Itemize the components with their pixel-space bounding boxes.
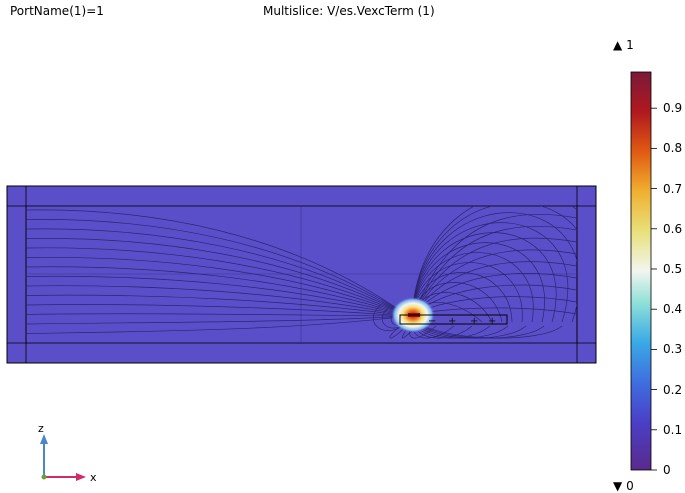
streamline bbox=[26, 256, 409, 317]
svg-text:+: + bbox=[488, 316, 496, 327]
streamline bbox=[413, 225, 577, 315]
colorbar-tick-label: 0.3 bbox=[663, 342, 683, 357]
streamline bbox=[413, 249, 577, 315]
streamline bbox=[26, 315, 409, 334]
parameter-label: PortName(1)=1 bbox=[10, 4, 104, 18]
field-domain bbox=[6, 185, 597, 364]
streamline bbox=[26, 275, 409, 317]
svg-text:+: + bbox=[470, 316, 478, 327]
colorbar-tick-label: 0 bbox=[663, 463, 671, 477]
streamline bbox=[413, 261, 577, 315]
colorbar-min-marker: ▼ 0 bbox=[613, 479, 634, 493]
streamline bbox=[26, 209, 409, 317]
colorbar-tick-label: 0.1 bbox=[663, 422, 683, 437]
streamline bbox=[411, 212, 577, 323]
streamline bbox=[26, 285, 409, 317]
streamline bbox=[26, 228, 409, 317]
colorbar-tick-label: 0.8 bbox=[663, 141, 683, 156]
streamline bbox=[413, 214, 577, 315]
z-axis-label: z bbox=[38, 422, 44, 435]
streamline bbox=[413, 237, 577, 315]
colorbar-tick-label: 0.5 bbox=[663, 261, 683, 276]
colorbar-tick-label: 0.2 bbox=[663, 382, 683, 397]
streamline bbox=[26, 294, 409, 317]
colorbar-ticks bbox=[651, 107, 657, 471]
colorbar-max-marker: ▲ 1 bbox=[613, 38, 634, 52]
streamline bbox=[26, 313, 409, 317]
axes-triad bbox=[40, 434, 86, 481]
streamlines bbox=[26, 206, 577, 339]
colorbar-min-label: 0 bbox=[626, 479, 634, 493]
streamline bbox=[411, 262, 523, 323]
streamline bbox=[26, 304, 409, 317]
plot-title: Multislice: V/es.VexcTerm (1) bbox=[263, 4, 435, 18]
colorbar-max-label: 1 bbox=[626, 38, 634, 52]
x-axis-label: x bbox=[90, 471, 97, 484]
svg-text:+: + bbox=[448, 316, 456, 327]
colorbar-tick-label: 0.9 bbox=[663, 101, 683, 116]
colorbar-tick-label: 0.4 bbox=[663, 302, 683, 317]
streamline bbox=[411, 222, 569, 323]
terminal-strip: − + + + bbox=[399, 314, 508, 327]
svg-text:−: − bbox=[428, 316, 436, 327]
streamline bbox=[413, 273, 577, 315]
y-axis-dot bbox=[41, 474, 47, 480]
streamline bbox=[26, 315, 409, 325]
streamline bbox=[26, 238, 409, 317]
streamline bbox=[26, 247, 409, 317]
streamline bbox=[26, 219, 409, 317]
streamline bbox=[26, 266, 409, 317]
streamline bbox=[411, 272, 513, 323]
colorbar-tick-label: 0.7 bbox=[663, 181, 683, 196]
colorbar-tick-label: 0.6 bbox=[663, 221, 683, 236]
colorbar bbox=[630, 71, 652, 471]
